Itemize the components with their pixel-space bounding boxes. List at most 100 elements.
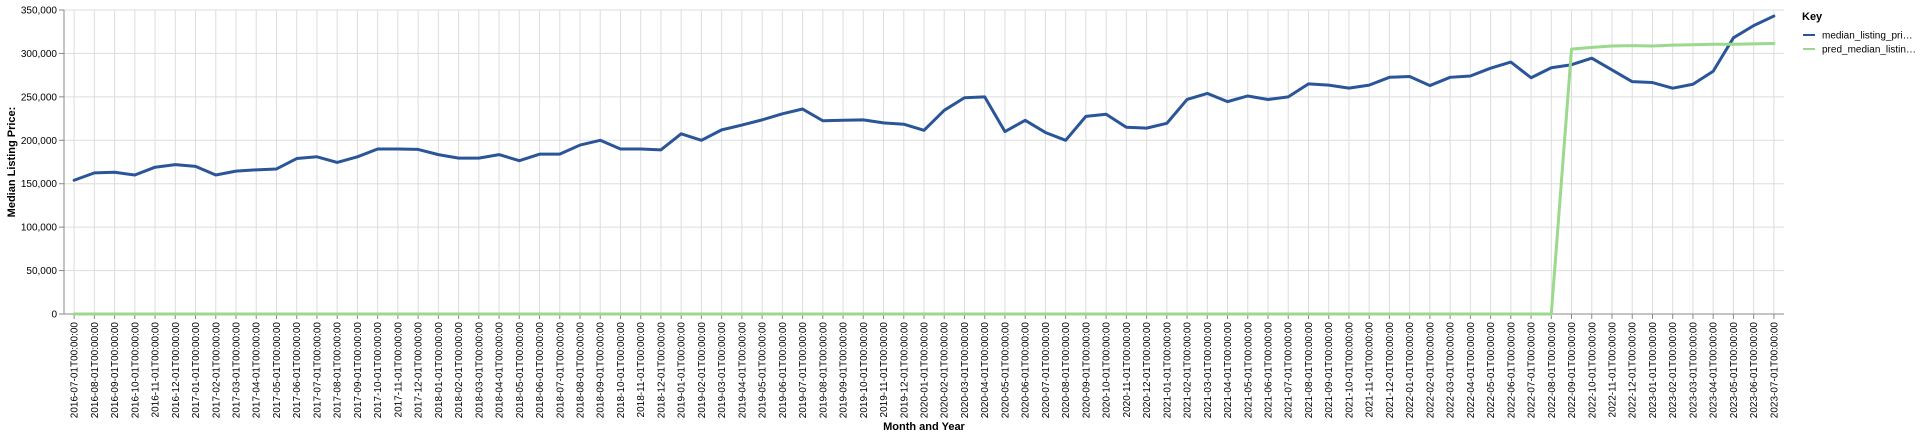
- y-tick-label: 200,000: [21, 136, 58, 147]
- x-tick-label: 2016-11-01T00:00:00: [151, 322, 162, 418]
- x-tick-label: 2022-02-01T00:00:00: [1425, 322, 1436, 419]
- x-tick-label: 2021-01-01T00:00:00: [1162, 322, 1173, 419]
- x-tick-label: 2022-01-01T00:00:00: [1405, 322, 1416, 419]
- y-tick-label: 250,000: [21, 92, 58, 103]
- x-tick-label: 2022-11-01T00:00:00: [1608, 322, 1619, 418]
- legend: Key median_listing_pri… pred_median_listi…: [1802, 11, 1916, 56]
- x-tick-label: 2022-06-01T00:00:00: [1506, 322, 1517, 419]
- x-tick-label: 2016-09-01T00:00:00: [110, 322, 121, 419]
- x-tick-label: 2018-04-01T00:00:00: [495, 322, 506, 419]
- x-tick-label: 2021-08-01T00:00:00: [1304, 322, 1315, 419]
- x-tick-label: 2022-05-01T00:00:00: [1486, 322, 1497, 419]
- x-tick-label: 2018-06-01T00:00:00: [535, 322, 546, 419]
- x-tick-label: 2017-03-01T00:00:00: [232, 322, 243, 419]
- x-tick-label: 2021-10-01T00:00:00: [1344, 322, 1355, 419]
- x-tick-label: 2017-12-01T00:00:00: [414, 322, 425, 419]
- x-tick-label: 2020-05-01T00:00:00: [1000, 322, 1011, 419]
- x-tick-label: 2023-07-01T00:00:00: [1769, 322, 1780, 419]
- x-tick-label: 2016-08-01T00:00:00: [90, 322, 101, 419]
- x-tick-label: 2023-04-01T00:00:00: [1709, 322, 1720, 419]
- x-tick-label: 2018-08-01T00:00:00: [576, 322, 587, 419]
- x-tick-label: 2019-01-01T00:00:00: [677, 322, 688, 419]
- x-tick-label: 2020-07-01T00:00:00: [1041, 322, 1052, 419]
- x-tick-label: 2019-04-01T00:00:00: [737, 322, 748, 419]
- x-tick-label: 2023-02-01T00:00:00: [1668, 322, 1679, 419]
- x-tick-label: 2018-05-01T00:00:00: [515, 322, 526, 419]
- series-line-actual: [72, 14, 1776, 182]
- x-tick-label: 2017-08-01T00:00:00: [333, 322, 344, 419]
- x-tick-label: 2021-04-01T00:00:00: [1223, 322, 1234, 419]
- x-tick-label: 2023-05-01T00:00:00: [1729, 322, 1740, 419]
- x-tick-label: 2019-12-01T00:00:00: [899, 322, 910, 419]
- x-tick-label: 2021-05-01T00:00:00: [1243, 322, 1254, 419]
- x-tick-label: 2017-05-01T00:00:00: [272, 322, 283, 419]
- x-tick-label: 2023-03-01T00:00:00: [1688, 322, 1699, 419]
- x-axis-title: Month and Year: [883, 421, 965, 433]
- x-tick-label: 2016-07-01T00:00:00: [70, 322, 81, 419]
- x-tick-label: 2019-08-01T00:00:00: [818, 322, 829, 419]
- x-tick-label: 2022-10-01T00:00:00: [1587, 322, 1598, 419]
- x-tick-label: 2018-11-01T00:00:00: [636, 322, 647, 418]
- x-tick-label: 2017-09-01T00:00:00: [353, 322, 364, 419]
- x-axis-ticks: 2016-07-01T00:00:00 2016-08-01T00:00:00 20…: [70, 314, 1780, 419]
- y-tick-label: 350,000: [21, 6, 58, 17]
- x-tick-label: 2019-10-01T00:00:00: [859, 322, 870, 419]
- x-tick-label: 2019-03-01T00:00:00: [717, 322, 728, 419]
- x-tick-label: 2017-01-01T00:00:00: [191, 322, 202, 419]
- series-line-predicted: [72, 41, 1776, 316]
- x-tick-label: 2017-04-01T00:00:00: [252, 322, 263, 419]
- x-tick-label: 2022-07-01T00:00:00: [1527, 322, 1538, 419]
- x-tick-label: 2018-02-01T00:00:00: [454, 322, 465, 419]
- y-tick-label: 50,000: [26, 266, 57, 277]
- x-tick-label: 2018-07-01T00:00:00: [555, 322, 566, 419]
- x-tick-label: 2022-08-01T00:00:00: [1547, 322, 1558, 419]
- x-tick-label: 2020-01-01T00:00:00: [920, 322, 931, 419]
- legend-label: pred_median_listin…: [1822, 45, 1916, 56]
- x-tick-label: 2019-06-01T00:00:00: [778, 322, 789, 419]
- x-tick-label: 2017-06-01T00:00:00: [292, 322, 303, 419]
- x-tick-label: 2019-07-01T00:00:00: [798, 322, 809, 419]
- x-tick-label: 2016-10-01T00:00:00: [130, 322, 141, 419]
- x-tick-label: 2022-03-01T00:00:00: [1446, 322, 1457, 419]
- x-tick-label: 2020-06-01T00:00:00: [1021, 322, 1032, 419]
- x-tick-label: 2021-11-01T00:00:00: [1365, 322, 1376, 418]
- x-tick-label: 2019-05-01T00:00:00: [758, 322, 769, 419]
- x-tick-label: 2021-02-01T00:00:00: [1183, 322, 1194, 419]
- x-tick-label: 2021-03-01T00:00:00: [1203, 322, 1214, 419]
- x-tick-label: 2022-09-01T00:00:00: [1567, 322, 1578, 419]
- x-tick-label: 2020-10-01T00:00:00: [1102, 322, 1113, 419]
- x-tick-label: 2022-12-01T00:00:00: [1628, 322, 1639, 419]
- x-tick-label: 2018-01-01T00:00:00: [434, 322, 445, 419]
- y-axis: 0 50,000 100,000 150,000 200,000 250,000 300,0…: [21, 6, 65, 321]
- x-tick-label: 2022-04-01T00:00:00: [1466, 322, 1477, 419]
- x-tick-label: 2020-04-01T00:00:00: [980, 322, 991, 419]
- x-tick-label: 2019-09-01T00:00:00: [839, 322, 850, 419]
- y-tick-label: 150,000: [21, 179, 58, 190]
- x-tick-label: 2023-01-01T00:00:00: [1648, 322, 1659, 419]
- x-tick-label: 2023-06-01T00:00:00: [1749, 322, 1760, 419]
- y-tick-label: 100,000: [21, 223, 58, 234]
- x-tick-label: 2017-02-01T00:00:00: [211, 322, 222, 419]
- x-tick-label: 2018-03-01T00:00:00: [474, 322, 485, 419]
- y-axis-title: Median Listing Price:: [6, 107, 18, 218]
- x-tick-label: 2021-07-01T00:00:00: [1284, 322, 1295, 419]
- x-tick-label: 2018-12-01T00:00:00: [656, 322, 667, 419]
- legend-title: Key: [1802, 11, 1823, 23]
- x-tick-label: 2018-09-01T00:00:00: [596, 322, 607, 419]
- x-tick-label: 2017-11-01T00:00:00: [393, 322, 404, 418]
- x-tick-label: 2017-10-01T00:00:00: [373, 322, 384, 419]
- y-tick-label: 300,000: [21, 49, 58, 60]
- x-tick-label: 2017-07-01T00:00:00: [312, 322, 323, 419]
- x-tick-label: 2021-12-01T00:00:00: [1385, 322, 1396, 419]
- x-tick-label: 2020-09-01T00:00:00: [1081, 322, 1092, 419]
- series-lines: [72, 14, 1776, 316]
- x-tick-label: 2016-12-01T00:00:00: [171, 322, 182, 419]
- x-tick-label: 2021-06-01T00:00:00: [1264, 322, 1275, 419]
- x-tick-label: 2020-02-01T00:00:00: [940, 322, 951, 419]
- x-tick-label: 2018-10-01T00:00:00: [616, 322, 627, 419]
- x-tick-label: 2020-11-01T00:00:00: [1122, 322, 1133, 418]
- x-tick-label: 2019-02-01T00:00:00: [697, 322, 708, 419]
- x-tick-label: 2021-09-01T00:00:00: [1324, 322, 1335, 419]
- y-tick-label: 0: [51, 310, 57, 321]
